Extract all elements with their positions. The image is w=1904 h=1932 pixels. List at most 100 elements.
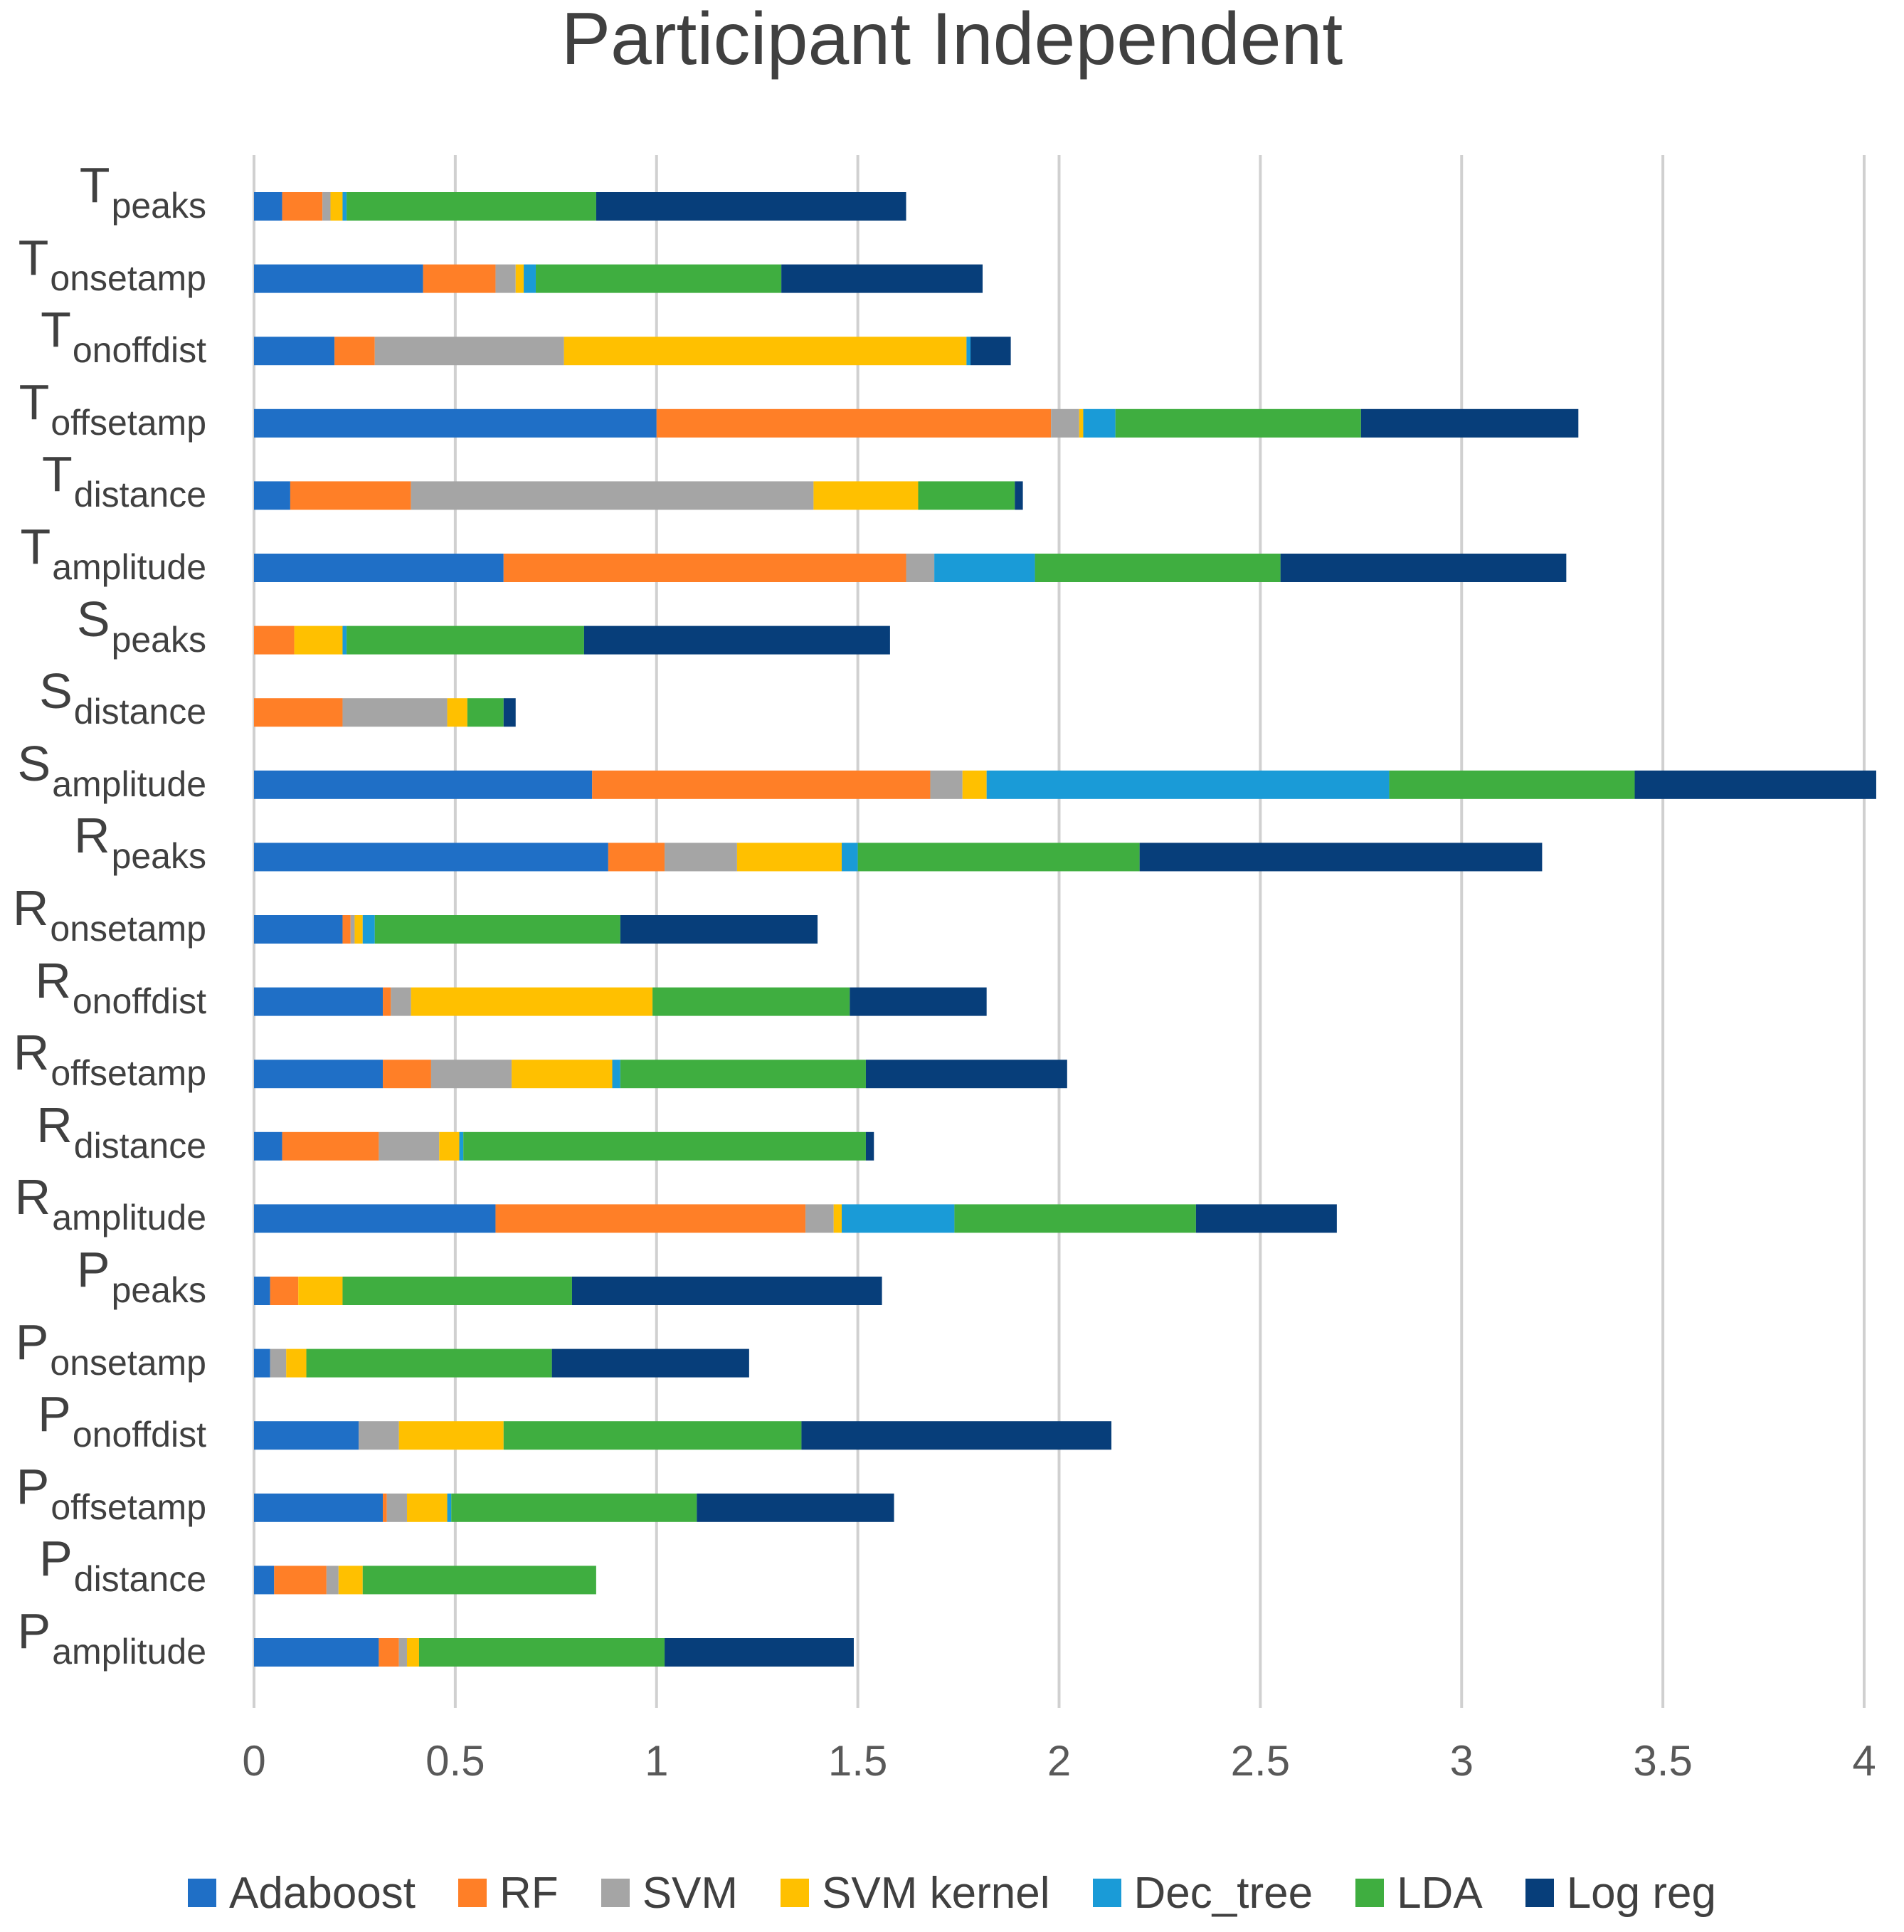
legend-swatch xyxy=(601,1879,630,1907)
x-tick-label: 2.5 xyxy=(1230,1737,1291,1785)
legend-item: SVM xyxy=(601,1868,738,1918)
category-label-main: T xyxy=(42,446,73,502)
bar-segment xyxy=(254,843,608,872)
bar-segment xyxy=(254,481,290,510)
legend-label: SVM kernel xyxy=(822,1868,1050,1918)
category-label: Ramplitude xyxy=(0,1168,206,1237)
bar-segment xyxy=(298,1277,343,1305)
category-label-main: R xyxy=(14,1169,51,1225)
bar-segment xyxy=(254,1638,379,1667)
category-label-sub: distance xyxy=(73,1559,206,1600)
bar-segment xyxy=(254,264,423,293)
category-label-main: T xyxy=(79,157,110,213)
bar-segment xyxy=(334,337,375,366)
category-label-sub: onoffdist xyxy=(72,981,206,1021)
bar-segment xyxy=(652,987,850,1016)
bar-segment xyxy=(342,625,347,655)
bar-segment xyxy=(857,843,1140,872)
category-label-main: P xyxy=(38,1386,71,1442)
bar-segment xyxy=(254,1348,270,1378)
category-label: Tonsetamp xyxy=(0,229,206,298)
bar-segment xyxy=(463,1131,866,1161)
bar-segment xyxy=(383,987,391,1016)
bar-segment xyxy=(322,192,331,221)
category-label: Rpeaks xyxy=(0,807,206,876)
category-label-sub: peaks xyxy=(111,1270,206,1310)
bar-segment xyxy=(254,1131,282,1161)
legend-swatch xyxy=(1355,1879,1385,1907)
bar-segment xyxy=(536,264,782,293)
bar-segment xyxy=(459,1131,464,1161)
bar-segment xyxy=(274,1566,327,1595)
category-label-sub: offsetamp xyxy=(51,1053,206,1094)
bar-segment xyxy=(398,1421,504,1450)
bar-segment xyxy=(620,915,818,944)
bar-segment xyxy=(362,915,375,944)
bar-segment xyxy=(1389,770,1635,799)
x-tick-label: 0.5 xyxy=(425,1737,485,1785)
bar-segment xyxy=(841,1204,955,1233)
category-label-sub: distance xyxy=(73,475,206,515)
bar-segment xyxy=(347,625,584,655)
legend-swatch xyxy=(1092,1879,1121,1907)
bar-segment xyxy=(801,1421,1112,1450)
bar-segment xyxy=(805,1204,834,1233)
category-label-main: R xyxy=(74,808,110,864)
category-label-main: R xyxy=(35,952,71,1008)
category-label-sub: amplitude xyxy=(52,1198,206,1238)
bar-segment xyxy=(564,337,967,366)
bar-segment xyxy=(282,1131,379,1161)
category-label-main: R xyxy=(13,1025,50,1081)
category-label: Ponoffdist xyxy=(0,1385,206,1455)
bar-segment xyxy=(551,1348,749,1378)
bar-segment xyxy=(338,1566,363,1595)
category-label-sub: peaks xyxy=(111,186,206,226)
chart-title: Participant Independent xyxy=(561,0,1343,80)
bar-segment xyxy=(1035,554,1281,582)
bar-segment xyxy=(430,1060,512,1089)
category-label-sub: distance xyxy=(73,1125,206,1166)
legend-item: Log reg xyxy=(1525,1868,1716,1918)
bar-segment xyxy=(383,1493,387,1522)
bar-segment xyxy=(347,192,596,221)
x-tick-label: 1.5 xyxy=(827,1737,888,1785)
bar-segment xyxy=(962,770,987,799)
category-label-sub: onsetamp xyxy=(50,909,206,949)
bar-segment xyxy=(850,987,987,1016)
category-label-sub: peaks xyxy=(111,836,206,877)
category-label: Ronsetamp xyxy=(0,880,206,949)
category-label: Tamplitude xyxy=(0,518,206,587)
category-label-sub: onoffdist xyxy=(72,1415,206,1455)
legend: Adaboost RF SVM SVM kernel Dec_tree LDA Log re… xyxy=(0,1864,1904,1921)
bar-segment xyxy=(665,843,737,872)
bar-segment xyxy=(665,1638,854,1667)
bar-segment xyxy=(374,337,564,366)
bar-segment xyxy=(254,987,384,1016)
bar-segment xyxy=(423,264,496,293)
bar-segment xyxy=(813,481,919,510)
bar-segment xyxy=(254,1204,496,1233)
bar-segment xyxy=(930,770,963,799)
bar-segment xyxy=(1083,408,1116,438)
category-label-main: S xyxy=(17,735,51,791)
bar-segment xyxy=(503,1421,802,1450)
category-label-main: T xyxy=(18,229,49,285)
bar-segment xyxy=(1634,770,1876,799)
bar-segment xyxy=(1360,408,1579,438)
legend-label: RF xyxy=(499,1868,559,1918)
bar-segment xyxy=(254,1060,384,1089)
category-label-main: S xyxy=(39,663,73,719)
category-label-sub: offsetamp xyxy=(51,1487,206,1527)
category-label-main: P xyxy=(16,1458,50,1514)
bar-segment xyxy=(350,915,355,944)
legend-swatch xyxy=(1525,1879,1554,1907)
bar-segment xyxy=(571,1277,882,1305)
bar-segment xyxy=(254,698,343,727)
bar-segment xyxy=(1139,843,1543,872)
bar-segment xyxy=(391,987,411,1016)
bar-segment xyxy=(970,337,1011,366)
bar-segment xyxy=(270,1348,287,1378)
legend-item: Adaboost xyxy=(188,1868,416,1918)
category-label-main: T xyxy=(20,519,51,574)
